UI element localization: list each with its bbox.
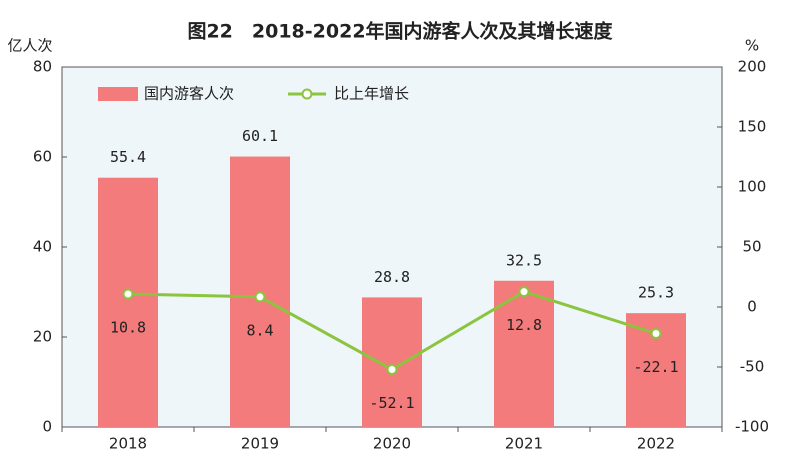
bar-value-label: 55.4: [110, 148, 146, 166]
line-point: [122, 288, 134, 300]
y-tick-label: 40: [33, 238, 52, 256]
bar-value-label: 28.8: [374, 268, 410, 286]
y2-axis-label: %: [745, 37, 759, 55]
y-tick-label: 0: [42, 418, 52, 436]
y-tick-label: 20: [33, 328, 52, 346]
y-axis-label: 亿人次: [7, 37, 52, 55]
y2-tick-label: 100: [738, 178, 767, 196]
bar-value-label: 60.1: [242, 127, 278, 145]
line-point: [386, 364, 398, 376]
line-value-label: -22.1: [633, 358, 678, 376]
line-value-label: 8.4: [246, 321, 273, 339]
x-tick-label: 2018: [109, 435, 147, 453]
line-value-label: -52.1: [369, 394, 414, 412]
bar: [362, 297, 422, 427]
legend-label: 国内游客人次: [144, 85, 234, 103]
line-value-label: 12.8: [506, 316, 542, 334]
chart-title: 图22 2018-2022年国内游客人次及其增长速度: [187, 20, 613, 43]
y2-tick-label: 200: [738, 58, 767, 76]
legend-swatch: [98, 87, 138, 101]
y2-tick-label: 0: [747, 298, 757, 316]
legend-label: 比上年增长: [334, 85, 409, 103]
y-tick-label: 60: [33, 148, 52, 166]
y2-tick-label: -50: [740, 358, 765, 376]
bar-value-label: 25.3: [638, 284, 674, 302]
x-tick-label: 2020: [373, 435, 411, 453]
line-value-label: 10.8: [110, 319, 146, 337]
y2-tick-label: 50: [742, 238, 761, 256]
bar-value-label: 32.5: [506, 251, 542, 269]
bar: [98, 177, 158, 427]
x-tick-label: 2021: [505, 435, 543, 453]
line-point: [518, 286, 530, 298]
x-tick-label: 2022: [637, 435, 675, 453]
y2-tick-label: -100: [735, 418, 769, 436]
y-tick-label: 80: [33, 58, 52, 76]
y2-tick-label: 150: [738, 118, 767, 136]
x-tick-label: 2019: [241, 435, 279, 453]
line-point: [650, 328, 662, 340]
legend-swatch: [301, 88, 313, 100]
line-point: [254, 291, 266, 303]
